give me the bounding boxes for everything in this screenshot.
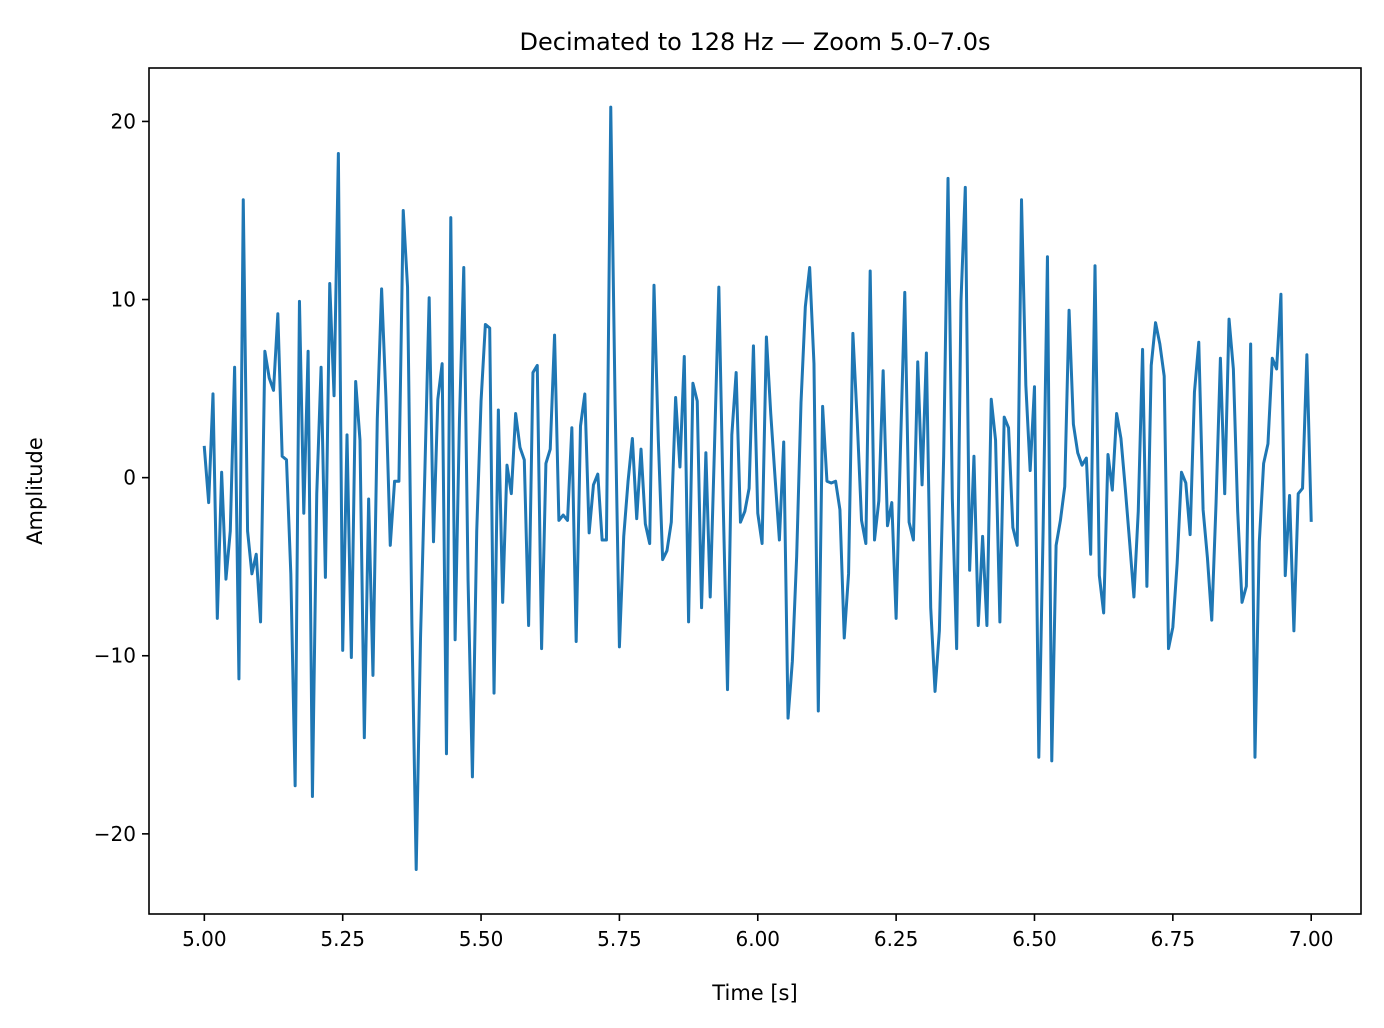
x-tick-label: 5.00 <box>182 927 227 951</box>
plot-area <box>202 105 1313 871</box>
x-tick-label: 6.50 <box>1012 927 1057 951</box>
x-tick-label: 5.50 <box>459 927 504 951</box>
x-axis-label: Time [s] <box>711 981 797 1005</box>
x-axis-ticks: 5.00 5.25 5.50 5.75 6.00 6.25 6.50 6.75 7.00 <box>182 914 1333 951</box>
y-tick-label: 0 <box>123 466 136 490</box>
y-tick-label: −10 <box>94 644 136 668</box>
y-tick-label: −20 <box>94 822 136 846</box>
y-axis-ticks: −20 −10 0 10 20 <box>94 109 149 846</box>
chart-title: Decimated to 128 Hz — Zoom 5.0–7.0s <box>520 28 991 56</box>
y-tick-label: 20 <box>111 109 136 133</box>
y-axis-label: Amplitude <box>23 437 47 545</box>
x-tick-label: 5.25 <box>320 927 365 951</box>
series-line <box>202 105 1313 871</box>
x-tick-label: 6.25 <box>874 927 919 951</box>
x-tick-label: 5.75 <box>597 927 642 951</box>
axes-frame <box>148 67 1362 915</box>
x-tick-label: 6.00 <box>736 927 781 951</box>
x-tick-label: 6.75 <box>1151 927 1196 951</box>
y-tick-label: 10 <box>111 288 136 312</box>
x-tick-label: 7.00 <box>1289 927 1334 951</box>
